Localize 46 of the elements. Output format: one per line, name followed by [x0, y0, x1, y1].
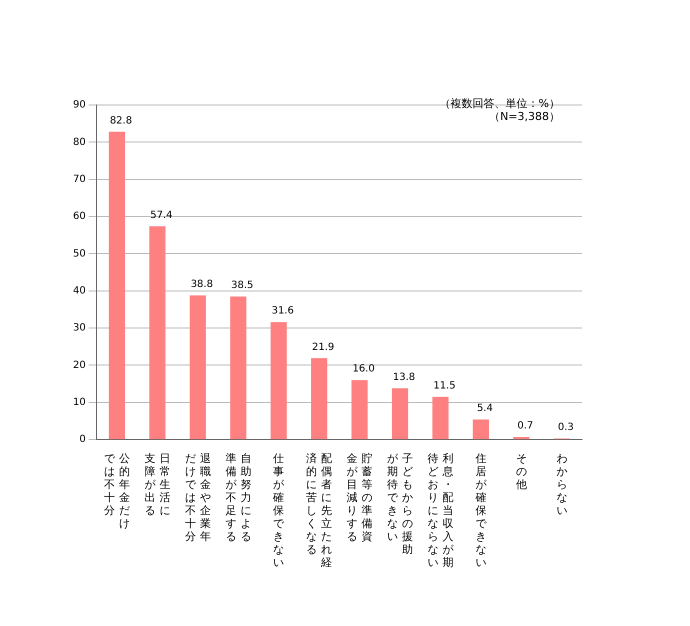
category-label: 自助努力による準備が不足する — [225, 452, 252, 543]
annotation: （N=3,388） — [488, 110, 560, 123]
data-label: 31.6 — [272, 306, 294, 317]
y-tick-label: 50 — [72, 248, 86, 260]
annotation: （複数回答、単位：%） — [438, 97, 560, 110]
bar — [351, 380, 368, 440]
data-label: 16.0 — [352, 364, 375, 375]
y-tick-label: 10 — [72, 397, 86, 408]
bar — [108, 132, 126, 440]
y-tick-label: 90 — [72, 100, 86, 111]
category-label: 利息・配当収入が期待どおりにならない — [427, 452, 454, 569]
data-label: 0.3 — [558, 422, 574, 434]
bar — [270, 322, 287, 440]
category-label: 公的年金だけでは不十分 — [104, 452, 130, 530]
bar — [432, 396, 449, 440]
data-label: 57.4 — [150, 210, 173, 221]
data-label: 5.4 — [476, 403, 493, 414]
y-tick-label: 30 — [72, 322, 86, 334]
y-tick-label: 70 — [72, 174, 86, 185]
data-label: 0.7 — [517, 420, 534, 432]
y-tick-label: 0 — [79, 434, 86, 446]
category-label: 子どもからの援助が期待できない — [387, 452, 414, 556]
category-label: 貯蓄等の準備資金が目減りする — [346, 452, 373, 543]
data-label: 38.8 — [190, 278, 213, 290]
bar — [392, 388, 408, 440]
y-tick-label: 60 — [72, 211, 86, 222]
data-label: 82.8 — [110, 115, 132, 126]
x-tick-label: わからない — [556, 452, 568, 517]
y-tick-label: 40 — [72, 285, 86, 296]
category-label: 配偶者に先立たれ経済的に苦しくなる — [306, 452, 332, 569]
x-tick-label: その他 — [515, 452, 528, 491]
bar — [230, 296, 246, 440]
data-label: 21.9 — [312, 342, 334, 353]
y-tick-label: 20 — [72, 360, 86, 371]
data-label: 13.8 — [392, 372, 416, 383]
bar — [311, 358, 328, 440]
y-tick-label: 80 — [72, 136, 86, 148]
data-label: 11.5 — [433, 380, 456, 392]
category-label: 仕事が確保できない — [273, 452, 284, 569]
bar — [149, 226, 166, 440]
data-label: 38.5 — [231, 280, 254, 292]
bar — [190, 295, 206, 440]
category-label: 退職金や企業年だけでは不十分 — [184, 452, 211, 543]
category-label: 住居が確保できない — [475, 452, 486, 569]
category-label: 日常生活に支障が出る — [144, 452, 170, 517]
bar — [472, 420, 489, 440]
